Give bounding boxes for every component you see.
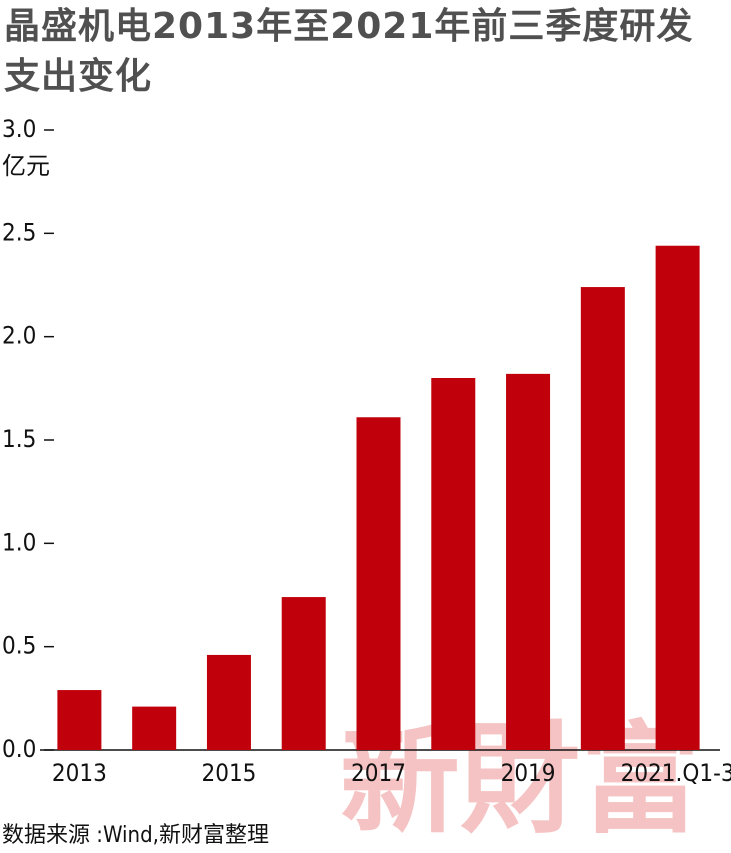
- bar: [356, 417, 401, 750]
- source: 数据来源 :Wind,新财富整理: [2, 823, 269, 848]
- y-tick-label: 3.0: [2, 115, 36, 143]
- y-tick-label: 0.5: [2, 632, 36, 660]
- y-tick-label: 0.0: [2, 735, 36, 763]
- bar: [506, 373, 551, 750]
- y-tick-label: 2.5: [2, 218, 36, 246]
- y-unit: 亿元: [2, 152, 50, 180]
- bar: [57, 690, 102, 750]
- y-tick-label: 1.0: [2, 528, 36, 556]
- x-tick-label: 2021.Q1-3: [621, 759, 731, 787]
- bar: [655, 245, 700, 750]
- bar: [206, 654, 251, 750]
- bar: [580, 287, 625, 750]
- x-tick-label: 2015: [201, 759, 256, 787]
- y-tick-label: 1.5: [2, 425, 36, 453]
- x-tick-label: 2017: [351, 759, 406, 787]
- y-tick-label: 2.0: [2, 322, 36, 350]
- chart-title: 晶盛机电2013年至2021年前三季度研发支出变化: [4, 6, 694, 97]
- bar: [132, 706, 177, 750]
- x-tick-label: 2019: [501, 759, 556, 787]
- bar: [431, 378, 476, 750]
- x-tick-label: 2013: [52, 759, 107, 787]
- bar: [281, 597, 326, 750]
